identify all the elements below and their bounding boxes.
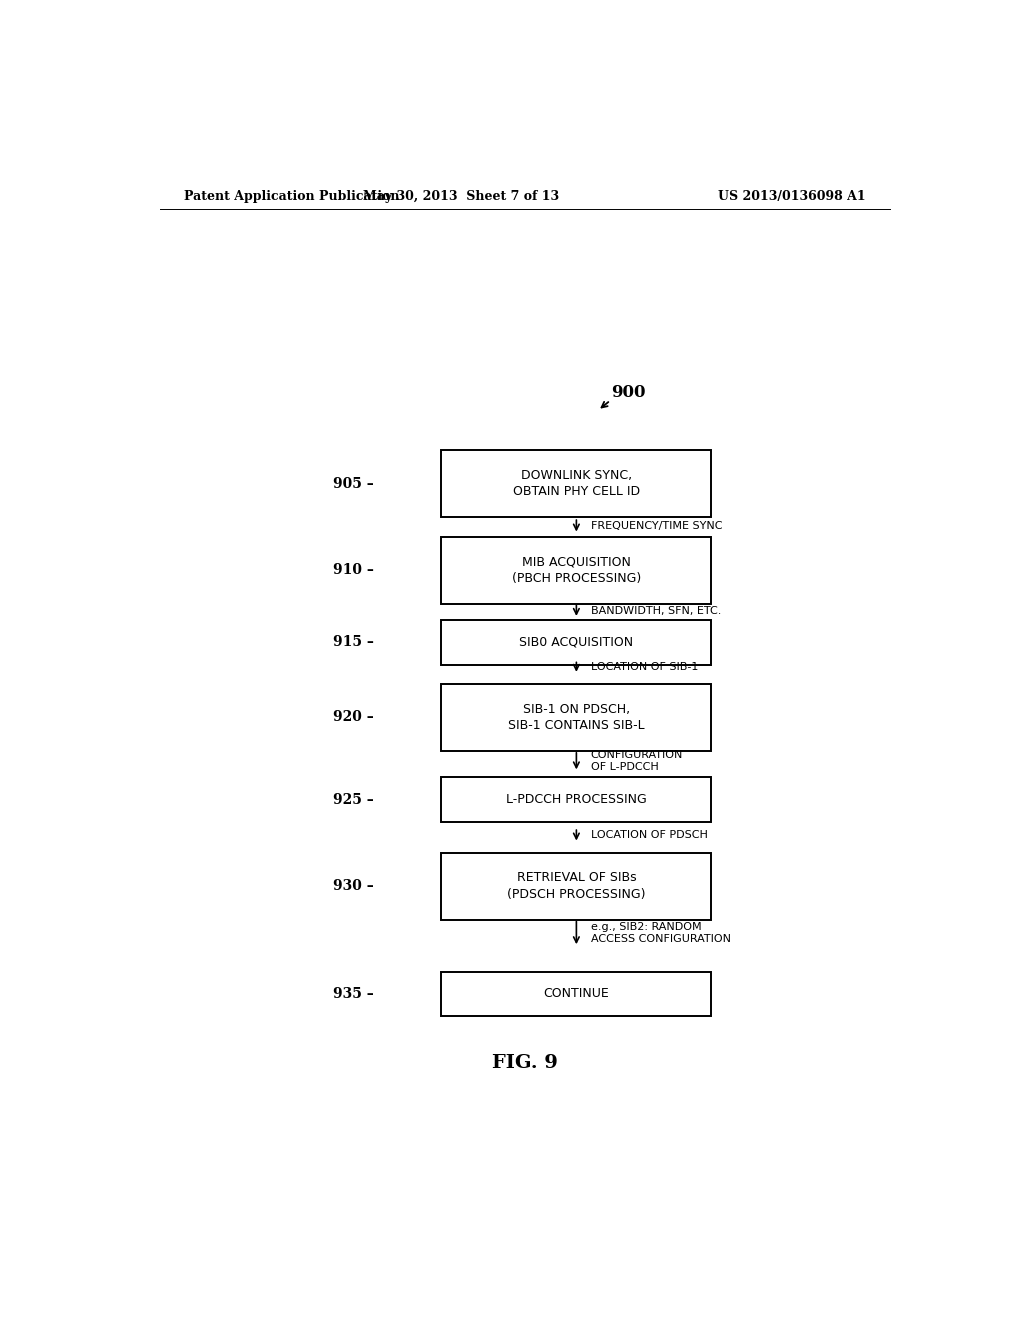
Text: 920 –: 920 –	[333, 710, 374, 725]
Text: e.g., SIB2: RANDOM
ACCESS CONFIGURATION: e.g., SIB2: RANDOM ACCESS CONFIGURATION	[591, 921, 731, 944]
Text: SIB-1 ON PDSCH,
SIB-1 CONTAINS SIB-L: SIB-1 ON PDSCH, SIB-1 CONTAINS SIB-L	[508, 702, 645, 733]
Bar	[441, 972, 712, 1016]
Bar	[441, 536, 712, 603]
Bar	[441, 450, 712, 517]
Text: LOCATION OF SIB-1: LOCATION OF SIB-1	[591, 663, 698, 672]
Text: CONTINUE: CONTINUE	[544, 987, 609, 1001]
Text: 910 –: 910 –	[333, 564, 374, 577]
Bar	[441, 853, 712, 920]
Text: FIG. 9: FIG. 9	[492, 1053, 558, 1072]
Text: DOWNLINK SYNC,
OBTAIN PHY CELL ID: DOWNLINK SYNC, OBTAIN PHY CELL ID	[513, 469, 640, 499]
Text: FREQUENCY/TIME SYNC: FREQUENCY/TIME SYNC	[591, 521, 722, 531]
Text: US 2013/0136098 A1: US 2013/0136098 A1	[719, 190, 866, 202]
Text: L-PDCCH PROCESSING: L-PDCCH PROCESSING	[506, 793, 647, 807]
Text: CONFIGURATION
OF L-PDCCH: CONFIGURATION OF L-PDCCH	[591, 750, 683, 772]
Text: BANDWIDTH, SFN, ETC.: BANDWIDTH, SFN, ETC.	[591, 606, 721, 615]
Text: MIB ACQUISITION
(PBCH PROCESSING): MIB ACQUISITION (PBCH PROCESSING)	[512, 556, 641, 585]
Text: 925 –: 925 –	[333, 793, 374, 807]
Bar	[441, 777, 712, 822]
Text: SIB0 ACQUISITION: SIB0 ACQUISITION	[519, 636, 634, 648]
Bar	[441, 684, 712, 751]
Text: RETRIEVAL OF SIBs
(PDSCH PROCESSING): RETRIEVAL OF SIBs (PDSCH PROCESSING)	[507, 871, 646, 900]
Bar	[441, 620, 712, 664]
Text: 905 –: 905 –	[333, 477, 374, 491]
Text: 930 –: 930 –	[333, 879, 374, 894]
Text: 900: 900	[610, 384, 645, 401]
Text: 935 –: 935 –	[333, 987, 374, 1001]
Text: Patent Application Publication: Patent Application Publication	[183, 190, 399, 202]
Text: LOCATION OF PDSCH: LOCATION OF PDSCH	[591, 830, 708, 841]
Text: May 30, 2013  Sheet 7 of 13: May 30, 2013 Sheet 7 of 13	[364, 190, 559, 202]
Text: 915 –: 915 –	[333, 635, 374, 649]
